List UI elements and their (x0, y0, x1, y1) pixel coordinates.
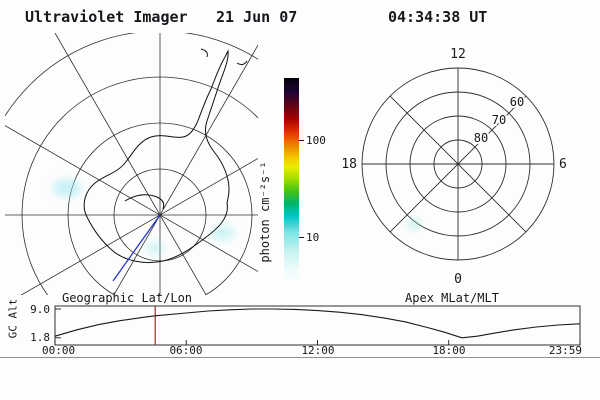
gc-alt-strip-chart: 9.0 1.8 00:00 06:00 12:00 18:00 23:59 (30, 303, 582, 355)
header-time: 04:34:38 UT (388, 8, 488, 26)
orbit-track (112, 214, 161, 282)
xtick-0600: 06:00 (169, 344, 202, 355)
status-col-gcalt: GC Alt: 7.3 Re Seq: 39 (367, 360, 468, 400)
colorbar-tick-label-10: 10 (306, 231, 320, 244)
mlt-label-18: 18 (341, 157, 357, 172)
mlat-mlt-grid (361, 67, 555, 261)
geo-panel-caption: Geographic Lat/Lon (61, 291, 193, 305)
geographic-map-panel (5, 33, 258, 295)
mlat-label-80: 80 (474, 131, 488, 145)
colorbar-tick-label-100: 100 (306, 134, 326, 147)
status-col-flt: Flt: LBHL IP: 36.0 (8, 360, 73, 400)
aurora-emission-apex (407, 219, 421, 229)
colorbar-tick-100 (299, 140, 304, 141)
xtick-1800: 18:00 (432, 344, 465, 355)
mlt-label-6: 6 (559, 157, 567, 172)
axis-ticks (54, 308, 581, 345)
status-separator (0, 357, 600, 358)
apex-polar-panel: 12 0 18 6 60 70 80 (341, 47, 567, 287)
colorbar-label: photon cm⁻²s⁻¹ (258, 161, 272, 263)
status-col-glat: GLat: -77.7 GLon: 229.6 (486, 360, 565, 400)
coastline (83, 48, 248, 264)
gc-alt-curve (54, 308, 580, 339)
mlt-label-0: 0 (454, 272, 462, 287)
mlat-label-60: 60 (510, 95, 524, 109)
xtick-1200: 12:00 (301, 344, 334, 355)
header-date: 21 Jun 07 (216, 8, 298, 26)
status-col-mode: Mode: Normal Dsp: 1.5 (247, 360, 334, 400)
app-title: Ultraviolet Imager (25, 8, 188, 26)
xtick-0000: 00:00 (42, 344, 75, 355)
xtick-2359: 23:59 (549, 344, 582, 355)
status-col-door: Door: Open Gain: 14 (158, 360, 230, 400)
ytick-9-0: 9.0 (30, 303, 50, 316)
colorbar-tick-10 (299, 237, 304, 238)
mlt-label-12: 12 (450, 47, 466, 62)
apex-panel-caption: Apex MLat/MLT (405, 291, 499, 305)
mlat-label-70: 70 (492, 113, 506, 127)
aurora-emission (53, 179, 235, 255)
ytick-1-8: 1.8 (30, 331, 50, 344)
chart-frame (54, 305, 581, 346)
colorbar-gradient (284, 78, 299, 284)
